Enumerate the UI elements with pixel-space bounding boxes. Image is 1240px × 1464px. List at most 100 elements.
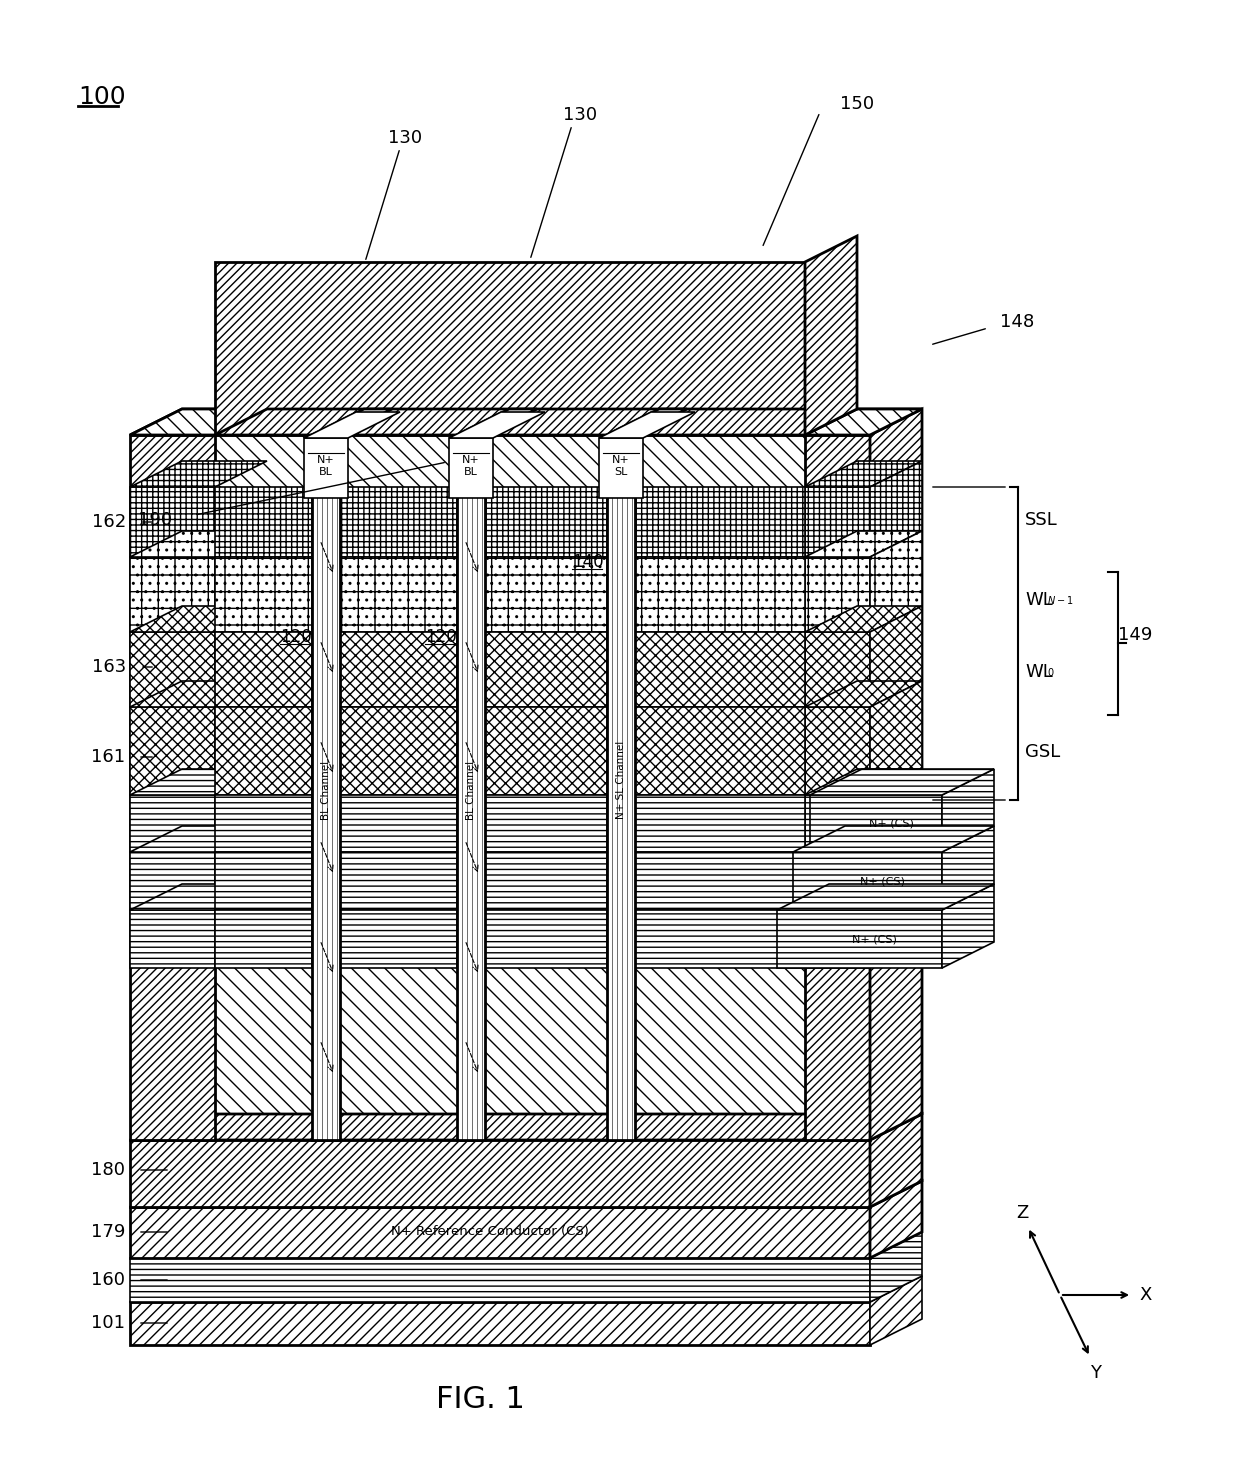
- Polygon shape: [312, 435, 340, 1140]
- Polygon shape: [805, 435, 870, 1140]
- Text: FIG. 1: FIG. 1: [435, 1385, 525, 1414]
- Polygon shape: [608, 435, 635, 1140]
- Polygon shape: [215, 488, 312, 556]
- Polygon shape: [130, 1233, 923, 1258]
- Text: 101: 101: [91, 1315, 125, 1332]
- Polygon shape: [805, 769, 923, 795]
- Polygon shape: [485, 852, 608, 911]
- Polygon shape: [870, 461, 923, 556]
- Polygon shape: [805, 911, 870, 968]
- Polygon shape: [805, 531, 923, 556]
- Polygon shape: [130, 606, 267, 632]
- Polygon shape: [599, 411, 694, 438]
- Text: N+ SL Channel: N+ SL Channel: [616, 741, 626, 820]
- Polygon shape: [805, 795, 870, 852]
- Polygon shape: [130, 852, 215, 911]
- Polygon shape: [805, 556, 870, 632]
- Polygon shape: [312, 408, 392, 435]
- Polygon shape: [485, 632, 608, 707]
- Text: N+ (CS): N+ (CS): [859, 875, 904, 886]
- Polygon shape: [130, 408, 923, 435]
- Polygon shape: [130, 795, 215, 852]
- Text: WL: WL: [1025, 663, 1053, 681]
- Polygon shape: [942, 769, 994, 852]
- Polygon shape: [805, 632, 870, 707]
- Polygon shape: [777, 884, 994, 911]
- Polygon shape: [805, 707, 870, 795]
- Polygon shape: [942, 884, 994, 968]
- Polygon shape: [810, 795, 942, 852]
- Text: WL: WL: [1025, 591, 1053, 609]
- Text: N+
BL: N+ BL: [317, 455, 335, 477]
- Polygon shape: [458, 435, 485, 1140]
- Polygon shape: [805, 461, 923, 488]
- Polygon shape: [485, 795, 608, 852]
- Polygon shape: [810, 769, 994, 795]
- Polygon shape: [794, 826, 994, 852]
- Polygon shape: [458, 408, 537, 435]
- Polygon shape: [215, 707, 312, 795]
- Polygon shape: [215, 795, 312, 852]
- Polygon shape: [130, 681, 267, 707]
- Polygon shape: [130, 1181, 923, 1206]
- Text: SSL: SSL: [1025, 511, 1058, 529]
- Polygon shape: [777, 911, 942, 968]
- Polygon shape: [608, 408, 687, 435]
- Polygon shape: [805, 488, 870, 556]
- Polygon shape: [449, 438, 494, 498]
- Text: BL Channel: BL Channel: [321, 760, 331, 820]
- Polygon shape: [805, 852, 870, 911]
- Polygon shape: [130, 884, 267, 911]
- Polygon shape: [449, 411, 546, 438]
- Text: 160: 160: [91, 1271, 125, 1288]
- Polygon shape: [635, 795, 805, 852]
- Polygon shape: [635, 632, 805, 707]
- Polygon shape: [870, 826, 923, 911]
- Text: Y: Y: [1090, 1364, 1101, 1382]
- Polygon shape: [805, 606, 923, 632]
- Polygon shape: [805, 408, 923, 435]
- Polygon shape: [870, 769, 923, 852]
- Polygon shape: [870, 408, 923, 1140]
- Text: 161: 161: [91, 748, 125, 766]
- Polygon shape: [304, 438, 348, 498]
- Polygon shape: [870, 884, 923, 968]
- Polygon shape: [215, 556, 312, 632]
- Polygon shape: [870, 681, 923, 795]
- Text: 163: 163: [92, 657, 126, 676]
- Polygon shape: [340, 488, 458, 556]
- Polygon shape: [635, 911, 805, 968]
- Text: 148: 148: [999, 313, 1034, 331]
- Polygon shape: [130, 826, 267, 852]
- Polygon shape: [304, 411, 401, 438]
- Polygon shape: [870, 1181, 923, 1258]
- Text: 180: 180: [91, 1161, 125, 1179]
- Polygon shape: [215, 632, 312, 707]
- Polygon shape: [340, 556, 458, 632]
- Text: 162: 162: [92, 512, 126, 531]
- Text: 179: 179: [91, 1222, 125, 1241]
- Polygon shape: [635, 707, 805, 795]
- Polygon shape: [130, 1206, 870, 1258]
- Polygon shape: [130, 911, 215, 968]
- Polygon shape: [130, 1277, 923, 1301]
- Polygon shape: [130, 1140, 870, 1206]
- Polygon shape: [805, 826, 923, 852]
- Polygon shape: [805, 681, 923, 707]
- Text: N+ (CS): N+ (CS): [852, 934, 897, 944]
- Polygon shape: [130, 632, 215, 707]
- Polygon shape: [340, 911, 458, 968]
- Polygon shape: [130, 488, 215, 556]
- Polygon shape: [870, 531, 923, 632]
- Polygon shape: [215, 408, 857, 435]
- Polygon shape: [215, 262, 805, 435]
- Polygon shape: [485, 488, 608, 556]
- Polygon shape: [130, 461, 267, 488]
- Polygon shape: [805, 236, 857, 435]
- Polygon shape: [870, 1277, 923, 1345]
- Polygon shape: [485, 556, 608, 632]
- Polygon shape: [340, 707, 458, 795]
- Polygon shape: [130, 707, 215, 795]
- Polygon shape: [870, 1114, 923, 1206]
- Text: BL Channel: BL Channel: [466, 760, 476, 820]
